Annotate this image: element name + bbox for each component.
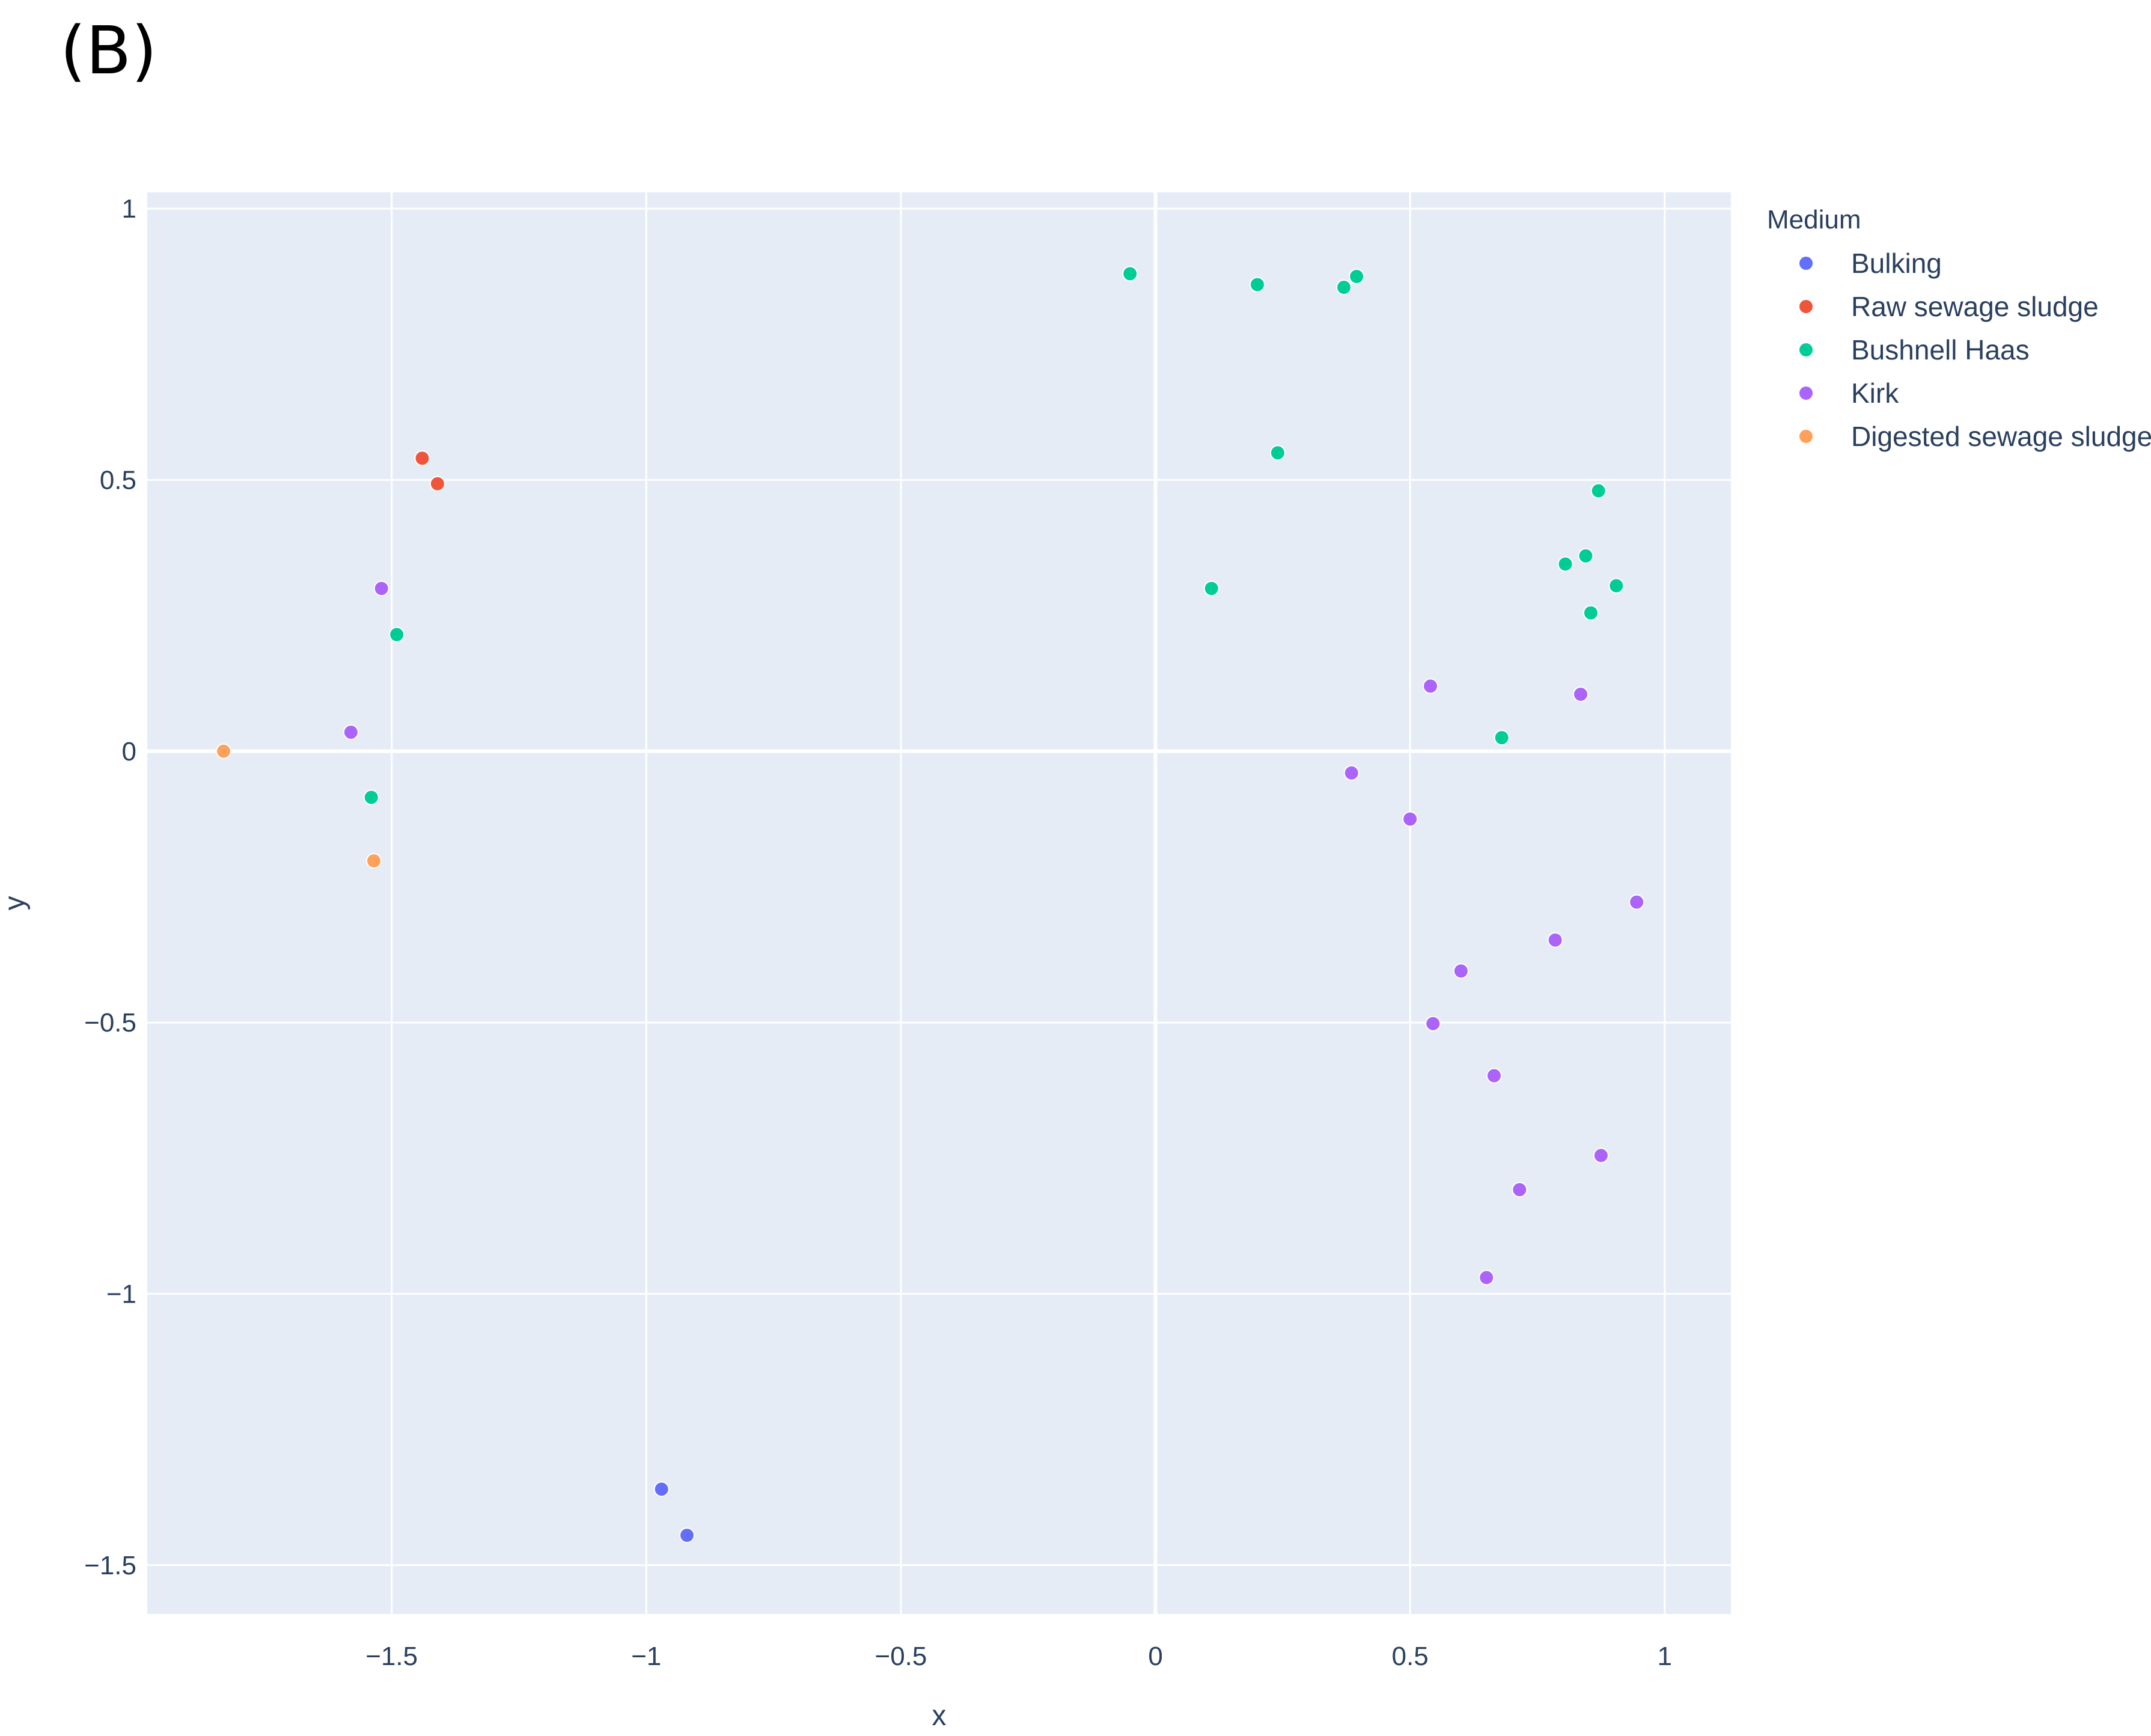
y-tick-label: 0 — [122, 737, 136, 766]
scatter-point[interactable] — [679, 1527, 695, 1544]
scatter-point[interactable] — [216, 743, 232, 759]
legend-marker-icon — [1798, 255, 1814, 271]
legend-items[interactable]: Bulking Raw sewage sludge Bushnell Haas Kir… — [1798, 248, 2151, 452]
scatter-point[interactable] — [1512, 1182, 1528, 1198]
scatter-point[interactable] — [1402, 811, 1418, 827]
x-tick-label: −1 — [631, 1642, 661, 1671]
scatter-point[interactable] — [1249, 277, 1266, 293]
scatter-point[interactable] — [1269, 445, 1286, 461]
x-tick-label: −1.5 — [365, 1642, 418, 1671]
legend-label: Bushnell Haas — [1851, 334, 2030, 365]
scatter-point[interactable] — [1593, 1148, 1609, 1164]
legend-item[interactable]: Bulking — [1798, 248, 1942, 279]
data-points[interactable] — [216, 266, 1645, 1544]
legend-marker-icon — [1798, 299, 1814, 314]
legend[interactable]: Medium Bulking Raw sewage sludge Bushnell … — [1767, 205, 2151, 452]
y-tick-label: −1 — [106, 1279, 136, 1309]
scatter-point[interactable] — [366, 853, 382, 869]
scatter-point[interactable] — [1493, 730, 1510, 746]
scatter-point[interactable] — [414, 450, 430, 466]
scatter-point[interactable] — [1557, 556, 1573, 572]
scatter-point[interactable] — [1608, 578, 1625, 594]
y-tick-label: 0.5 — [100, 465, 136, 495]
legend-marker-icon — [1798, 385, 1814, 401]
x-tick-label: −0.5 — [875, 1642, 927, 1671]
legend-title: Medium — [1767, 205, 1861, 234]
legend-label: Kirk — [1851, 377, 1899, 409]
scatter-point[interactable] — [1122, 266, 1138, 282]
x-tick-label: 1 — [1658, 1642, 1672, 1671]
plot-area — [147, 192, 1731, 1614]
scatter-point[interactable] — [1425, 1015, 1441, 1032]
scatter-point[interactable] — [1578, 548, 1594, 564]
legend-label: Digested sewage sludge — [1851, 421, 2151, 452]
scatter-point[interactable] — [1573, 686, 1589, 702]
scatter-point[interactable] — [363, 789, 379, 805]
scatter-point[interactable] — [1486, 1068, 1503, 1084]
scatter-point[interactable] — [653, 1481, 670, 1497]
x-tick-label: 0 — [1148, 1642, 1162, 1671]
legend-item[interactable]: Kirk — [1798, 377, 1899, 409]
y-tick-label: 1 — [122, 194, 136, 224]
x-tick-label: 0.5 — [1392, 1642, 1429, 1671]
y-tick-label: −0.5 — [84, 1008, 136, 1038]
scatter-point[interactable] — [1590, 483, 1606, 499]
legend-item[interactable]: Raw sewage sludge — [1798, 291, 2099, 322]
scatter-point[interactable] — [1629, 894, 1645, 910]
scatter-point[interactable] — [343, 724, 359, 741]
tick-labels: −1.5 −1 −0.5 0 0.5 1 1 0.5 0 −0.5 −1 −1.5 — [84, 194, 1672, 1671]
scatter-point[interactable] — [373, 580, 389, 596]
scatter-point[interactable] — [1349, 268, 1365, 284]
scatter-point[interactable] — [429, 475, 445, 492]
gridlines — [147, 192, 1731, 1614]
scatter-point[interactable] — [1343, 765, 1359, 781]
scatter-point[interactable] — [1203, 580, 1219, 596]
scatter-point[interactable] — [1423, 678, 1439, 694]
legend-label: Bulking — [1851, 248, 1942, 279]
legend-item[interactable]: Digested sewage sludge — [1798, 421, 2151, 452]
scatter-point[interactable] — [1336, 279, 1352, 295]
y-axis-title: y — [0, 896, 31, 911]
scatter-point[interactable] — [1478, 1270, 1495, 1286]
panel-label: (B) — [60, 12, 157, 89]
scatter-point[interactable] — [1453, 963, 1469, 979]
scatter-point[interactable] — [389, 626, 405, 643]
legend-label: Raw sewage sludge — [1851, 291, 2099, 322]
x-axis-title: x — [932, 1700, 947, 1732]
legend-marker-icon — [1798, 342, 1814, 358]
legend-marker-icon — [1798, 429, 1814, 444]
scatter-point[interactable] — [1583, 605, 1599, 621]
y-tick-label: −1.5 — [84, 1551, 136, 1580]
legend-item[interactable]: Bushnell Haas — [1798, 334, 2030, 365]
scatter-point[interactable] — [1547, 932, 1563, 948]
